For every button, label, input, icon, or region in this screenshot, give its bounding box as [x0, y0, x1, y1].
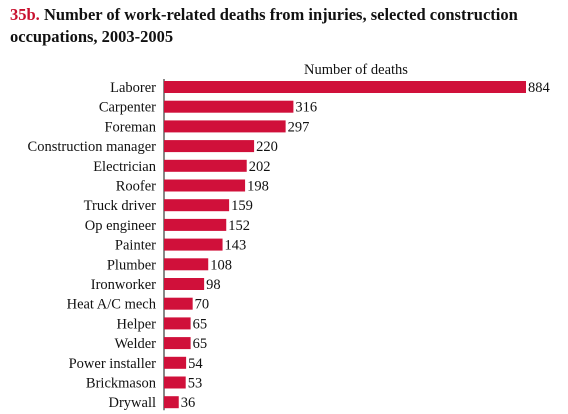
value-label: 297 — [288, 119, 310, 135]
bar — [164, 179, 246, 192]
bar — [164, 140, 255, 153]
bar — [164, 297, 193, 310]
bar — [164, 258, 209, 271]
category-label: Construction manager — [28, 139, 157, 155]
value-label: 202 — [249, 159, 271, 175]
category-label: Foreman — [104, 119, 156, 135]
bars-group: Laborer 884 Carpenter 316 Foreman 297 Construc… — [28, 80, 551, 411]
bar — [164, 81, 526, 93]
value-label: 36 — [181, 395, 196, 411]
figure-number: 35b. — [10, 5, 40, 24]
category-label: Roofer — [116, 179, 156, 195]
value-label: 152 — [228, 218, 250, 234]
value-label: 159 — [231, 198, 253, 214]
bar — [164, 396, 179, 409]
bar — [164, 199, 230, 212]
value-label: 53 — [188, 376, 203, 392]
bar — [164, 120, 286, 133]
value-label: 198 — [247, 179, 269, 195]
category-label: Welder — [114, 336, 156, 352]
value-label: 220 — [256, 139, 278, 155]
bar — [164, 278, 205, 290]
value-label: 65 — [193, 336, 208, 352]
value-label: 143 — [225, 238, 247, 254]
axis-title: Number of deaths — [304, 62, 408, 78]
value-label: 316 — [295, 100, 317, 116]
category-label: Brickmason — [86, 376, 157, 392]
value-label: 98 — [206, 277, 221, 293]
bar — [164, 100, 294, 113]
value-label: 70 — [195, 297, 210, 313]
figure-title: Number of work-related deaths from injur… — [10, 5, 518, 46]
category-label: Heat A/C mech — [67, 297, 157, 313]
value-label: 884 — [528, 80, 551, 96]
bar — [164, 159, 247, 172]
category-label: Electrician — [93, 159, 157, 175]
category-label: Op engineer — [85, 218, 156, 234]
chart-title: 35b. Number of work-related deaths from … — [10, 4, 562, 48]
category-label: Plumber — [107, 257, 156, 273]
bar — [164, 356, 187, 369]
category-label: Ironworker — [91, 277, 156, 293]
bar — [164, 317, 191, 330]
category-label: Painter — [115, 238, 156, 254]
category-label: Carpenter — [99, 100, 156, 116]
value-label: 108 — [210, 257, 232, 273]
bar — [164, 238, 223, 251]
category-label: Power installer — [69, 356, 157, 372]
category-label: Laborer — [110, 80, 156, 96]
bar — [164, 218, 227, 231]
value-label: 54 — [188, 356, 203, 372]
category-label: Truck driver — [84, 198, 157, 214]
category-label: Drywall — [108, 395, 156, 411]
bar — [164, 337, 191, 350]
category-label: Helper — [117, 316, 157, 332]
value-label: 65 — [193, 316, 208, 332]
bar — [164, 376, 186, 389]
